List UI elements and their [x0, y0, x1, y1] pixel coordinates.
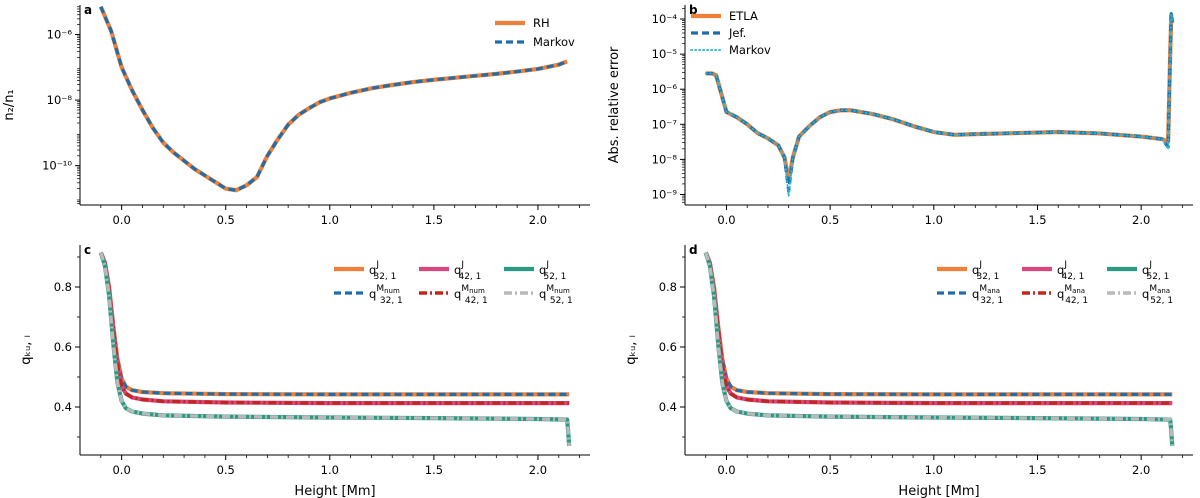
y-tick-label: 10⁻⁵ — [652, 47, 678, 61]
x-tick-label: 1.0 — [925, 463, 943, 477]
legend-label: qMnum 32, 1 — [369, 284, 403, 306]
legend-label: qJ 42, 1 — [1057, 260, 1084, 282]
legend-label: ETLA — [729, 9, 758, 23]
x-tick-label: 1.5 — [1028, 463, 1046, 477]
panel-a: 0.0 0.5 1.0 1.5 2.0 10⁻⁶ 10⁻⁸ 10⁻¹⁰ a n₂/n₁ RH Mark… — [2, 3, 590, 227]
x-tick-label: 0.0 — [112, 213, 130, 227]
series-line-d-3 — [704, 251, 1173, 405]
panel-letter: c — [84, 243, 91, 257]
panel-letter: d — [689, 243, 698, 257]
panel-letter: a — [84, 3, 92, 17]
y-tick-label: 10⁻⁶ — [652, 82, 678, 96]
x-tick-label: 0.5 — [217, 463, 235, 477]
y-tick-label: 10⁻¹⁰ — [42, 159, 72, 173]
series-line-b-1 — [705, 12, 1174, 193]
y-tick-label: 10⁻⁴ — [652, 12, 678, 26]
panel-letter: b — [689, 3, 698, 17]
panel-c: 0.0 0.5 1.0 1.5 2.0 0.4 0.6 0.8 c qₖᵤ, ₗ Height [M… — [19, 243, 590, 498]
series-line-d-1 — [704, 251, 1173, 396]
x-tick-label: 2.0 — [529, 463, 547, 477]
series-line-c-3 — [99, 251, 570, 405]
series-line-d-5 — [704, 252, 1174, 447]
y-axis-label: qₖᵤ, ₗ — [19, 335, 34, 364]
series-line-d-2 — [703, 251, 1174, 406]
series-line-b-2 — [704, 12, 1174, 198]
x-tick-label: 1.5 — [1028, 213, 1046, 227]
legend-label: qJ 32, 1 — [369, 260, 396, 282]
y-tick-label: 10⁻⁶ — [47, 28, 73, 42]
y-tick-label: 10⁻⁹ — [652, 187, 678, 201]
series-line-c-0 — [98, 251, 571, 397]
y-axis-label: qₖᵤ, ₗ — [624, 335, 639, 364]
x-tick-label: 1.5 — [425, 213, 443, 227]
x-tick-label: 0.0 — [717, 213, 735, 227]
legend: qJ 32, 1 qJ 42, 1 qJ 52, 1 qMnum 32, 1 qMnum 42, … — [334, 260, 573, 306]
x-tick-label: 0.5 — [821, 213, 839, 227]
legend: ETLA Jef. Markov — [690, 9, 771, 57]
x-tick-label: 1.0 — [321, 213, 339, 227]
legend-label: qMana 42, 1 — [1057, 284, 1088, 306]
legend-label: qMana 52, 1 — [1142, 284, 1173, 306]
y-tick-label: 10⁻⁷ — [652, 117, 678, 131]
y-tick-label: 0.6 — [659, 340, 677, 354]
series-line-c-1 — [99, 251, 570, 396]
x-axis-label: Height [Mm] — [294, 484, 375, 498]
legend-label: qMana 32, 1 — [972, 284, 1003, 306]
series-line-b-0 — [705, 13, 1175, 183]
x-tick-label: 1.0 — [925, 213, 943, 227]
legend-label: qJ 32, 1 — [972, 260, 999, 282]
legend: qJ 32, 1 qJ 42, 1 qJ 52, 1 qMana 32, 1 qMana 42, … — [937, 260, 1173, 306]
x-tick-label: 2.0 — [1132, 213, 1150, 227]
panel-b: 0.0 0.5 1.0 1.5 2.0 10⁻⁴ 10⁻⁵ 10⁻⁶ 10⁻⁷ 10⁻⁸ 10⁻⁹ b… — [607, 3, 1193, 227]
y-tick-label: 0.6 — [54, 340, 72, 354]
legend-label: RH — [533, 16, 550, 30]
x-axis-label: Height [Mm] — [898, 484, 979, 498]
x-tick-label: 1.5 — [425, 463, 443, 477]
series-line-a-1 — [99, 6, 568, 192]
x-tick-label: 2.0 — [1132, 463, 1150, 477]
panel-d: 0.0 0.5 1.0 1.5 2.0 0.4 0.6 0.8 d qₖᵤ, ₗ Height [M… — [624, 243, 1193, 498]
x-tick-label: 1.0 — [321, 463, 339, 477]
y-tick-label: 0.4 — [659, 400, 677, 414]
y-tick-label: 0.4 — [54, 400, 72, 414]
x-tick-label: 0.0 — [112, 463, 130, 477]
legend-label: qJ 52, 1 — [1142, 260, 1169, 282]
legend-label: qMnum 42, 1 — [454, 284, 488, 306]
x-tick-label: 0.0 — [717, 463, 735, 477]
legend-label: qJ 52, 1 — [539, 260, 566, 282]
legend-label: qMnum 52, 1 — [539, 284, 573, 306]
series-line-c-5 — [99, 251, 571, 447]
x-tick-label: 2.0 — [529, 213, 547, 227]
series-line-c-2 — [98, 251, 571, 406]
y-axis-label: n₂/n₁ — [2, 89, 17, 120]
y-tick-label: 10⁻⁸ — [652, 152, 678, 166]
legend-label: Markov — [533, 35, 575, 49]
legend-label: Jef. — [728, 26, 746, 40]
y-tick-label: 0.8 — [659, 280, 677, 294]
series-line-d-0 — [703, 251, 1174, 397]
y-axis-label: Abs. relative error — [607, 46, 622, 163]
legend: RH Markov — [495, 16, 575, 49]
x-tick-label: 0.5 — [217, 213, 235, 227]
legend-label: Markov — [729, 43, 771, 57]
legend-label: qJ 42, 1 — [454, 260, 481, 282]
y-tick-label: 0.8 — [54, 280, 72, 294]
x-tick-label: 0.5 — [821, 463, 839, 477]
y-tick-label: 10⁻⁸ — [47, 93, 73, 107]
